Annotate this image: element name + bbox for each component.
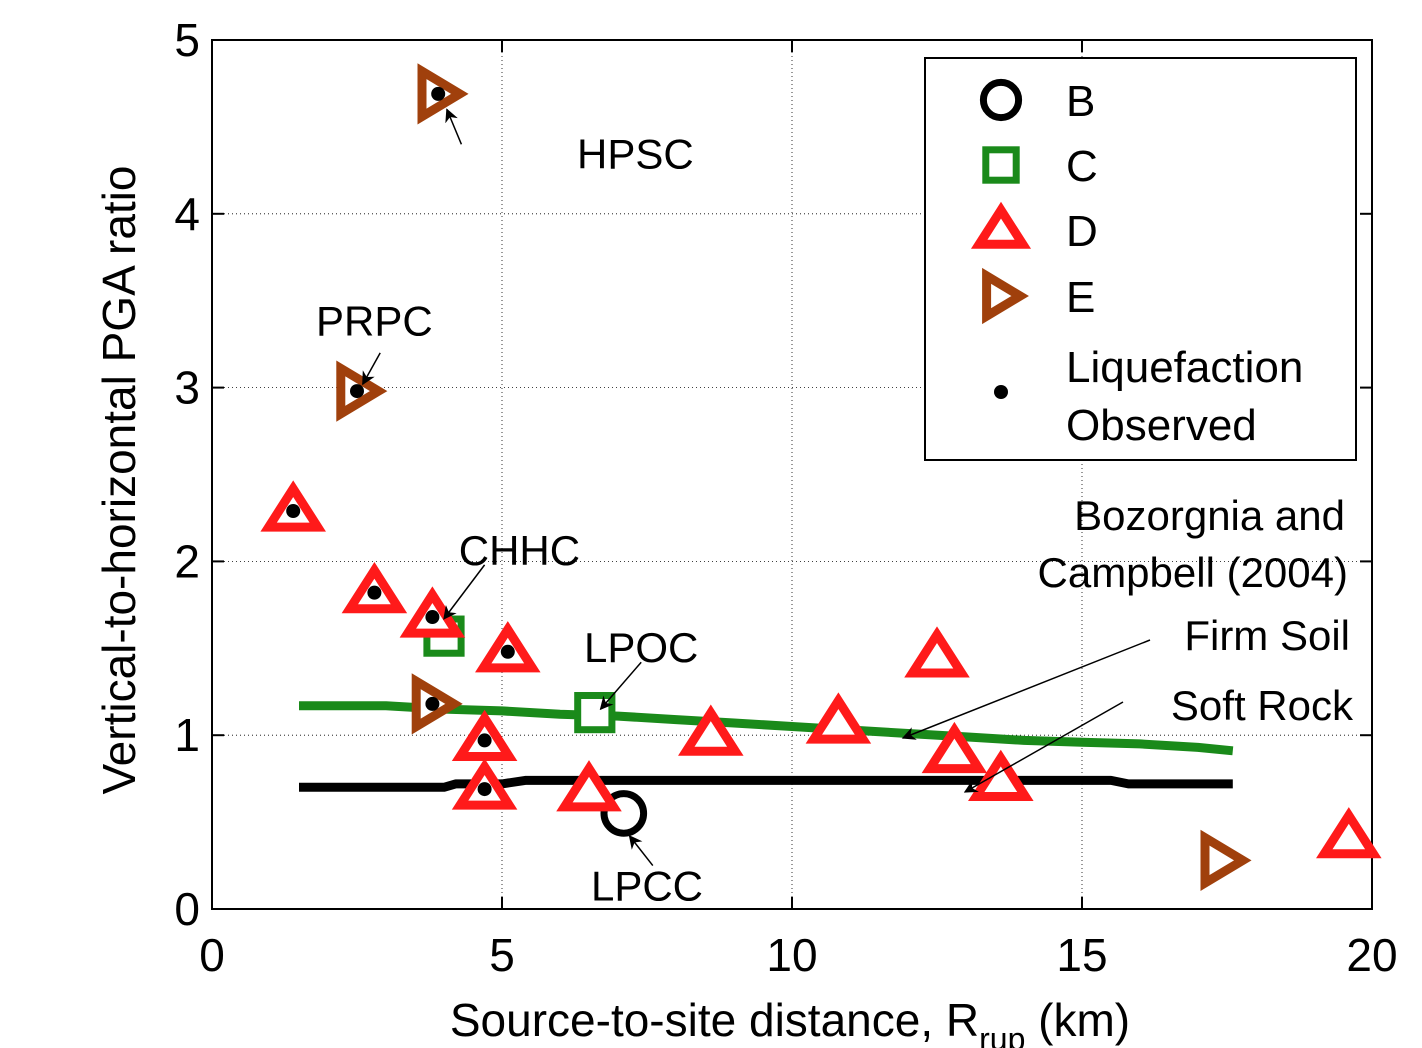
liquefaction-dot	[286, 503, 301, 518]
annotation-label-lpoc: LPOC	[584, 624, 698, 671]
x-tick-label: 10	[766, 929, 817, 981]
firm-soil-curve	[299, 701, 1234, 756]
y-tick-label: 1	[174, 709, 200, 761]
plot-axes: 0 5 10 15 20 0 1 2 3 4 5	[174, 14, 1397, 981]
point-site-class-d	[968, 749, 1034, 801]
y-tick-label: 5	[174, 14, 200, 66]
y-tick-label: 4	[174, 188, 200, 240]
legend-box	[924, 57, 1357, 461]
liquefaction-dot	[477, 733, 492, 748]
soft-rock-leader-arrow	[963, 701, 1124, 793]
reference-label-line-2: Campbell (2004)	[1038, 549, 1349, 596]
annotation-label-lpcc: LPCC	[591, 862, 703, 909]
soft-rock-label: Soft Rock	[1171, 682, 1354, 729]
x-tick-label: 5	[489, 929, 515, 981]
annotation-label-chhc: CHHC	[459, 527, 580, 574]
x-tick-label: 15	[1056, 929, 1107, 981]
liquefaction-dot	[367, 585, 382, 600]
x-tick-label: 0	[199, 929, 225, 981]
x-axis-title-main: Source-to-site distance, R	[450, 994, 979, 1046]
liquefaction-dot	[500, 644, 515, 659]
y-tick-label: 2	[174, 535, 200, 587]
point-site-class-d	[678, 704, 744, 756]
annotation-arrow	[362, 352, 381, 386]
legend-marker-d	[970, 201, 1032, 249]
annotation-arrow	[628, 834, 654, 867]
station-annotations: HPSC PRPC CHHC LPOC LPCC	[316, 108, 1151, 909]
annotation-label-prpc: PRPC	[316, 297, 433, 344]
y-tick-label: 0	[174, 883, 200, 935]
point-site-class-d	[904, 626, 970, 678]
reference-curves	[299, 701, 1234, 792]
point-site-class-d	[805, 692, 872, 744]
legend-marker-b	[979, 78, 1023, 122]
legend-label-liquefaction-line: Observed	[1066, 401, 1257, 450]
x-axis-title: Source-to-site distance, Rrup (km)	[450, 994, 1130, 1048]
firm-soil-label: Firm Soil	[1184, 612, 1350, 659]
annotation-arrow	[599, 661, 642, 711]
legend-marker-c	[982, 146, 1020, 184]
liquefaction-dot	[425, 696, 440, 711]
y-axis-title: Vertical-to-horizontal PGA ratio	[93, 166, 145, 795]
point-site-class-d	[1316, 807, 1382, 859]
liquefaction-dot	[431, 86, 446, 101]
legend-label-e: E	[1066, 273, 1095, 322]
legend-marker-liquefaction	[994, 385, 1008, 399]
x-axis-title-sub: rup	[979, 1021, 1025, 1048]
annotation-label-hpsc: HPSC	[577, 131, 694, 178]
grid-lines	[212, 40, 1372, 909]
firm-soil-leader-arrow	[901, 639, 1151, 740]
legend-label-b: B	[1066, 77, 1095, 126]
legend-label-d: D	[1066, 207, 1098, 256]
point-site-class-d	[556, 760, 622, 812]
legend-marker-e	[982, 267, 1029, 325]
liquefaction-dot	[477, 782, 492, 797]
point-site-class-d	[921, 721, 988, 774]
legend-label-c: C	[1066, 142, 1098, 191]
x-axis-title-unit: (km)	[1025, 994, 1130, 1046]
annotation-arrow	[443, 564, 486, 620]
legend-label-liquefaction-line: Liquefaction	[1066, 343, 1303, 392]
point-site-class-c	[574, 692, 616, 734]
liquefaction-dot	[425, 610, 440, 625]
x-tick-label: 20	[1346, 929, 1397, 981]
liquefaction-dot	[350, 384, 364, 399]
point-site-class-e	[1200, 829, 1252, 891]
data-points	[260, 63, 1382, 891]
y-tick-label: 3	[174, 362, 200, 414]
annotation-arrow	[445, 108, 463, 145]
soft-rock-curve	[299, 775, 1233, 792]
reference-label-line-1: Bozorgnia and	[1074, 492, 1345, 539]
